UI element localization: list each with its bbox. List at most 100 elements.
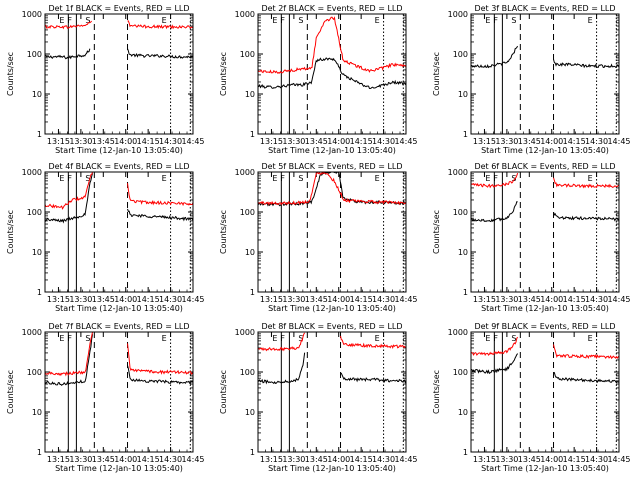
x-tick-label: 13:30 xyxy=(69,137,92,146)
event-letter: E xyxy=(59,16,64,25)
plot-frame xyxy=(470,13,620,135)
chart-panel-5: Det 5f BLACK = Events, RED = LLD Counts/s… xyxy=(219,162,418,313)
x-tick-label: 14:00 xyxy=(327,137,350,146)
event-letter: F xyxy=(493,334,498,343)
x-tick-label: 13:15 xyxy=(47,455,70,464)
x-axis-label: Start Time (12-Jan-10 13:05:40) xyxy=(481,464,609,473)
x-tick-label: 14:00 xyxy=(114,455,137,464)
x-tick-label: 13:15 xyxy=(473,455,496,464)
event-letter: S xyxy=(298,334,303,343)
series-events-line xyxy=(127,48,193,59)
series-events-line xyxy=(471,45,519,69)
y-tick-label: 100 xyxy=(240,208,255,217)
y-tick-label: 1 xyxy=(250,448,255,457)
x-axis-label: Start Time (12-Jan-10 13:05:40) xyxy=(55,464,183,473)
x-tick-label: 13:15 xyxy=(260,295,283,304)
x-tick-label: 13:30 xyxy=(69,295,92,304)
event-letter: E xyxy=(588,174,593,183)
series-events-line xyxy=(45,334,94,386)
series-events-line xyxy=(553,59,619,69)
chart-panel-8: Det 8f BLACK = Events, RED = LLD Counts/s… xyxy=(219,322,418,473)
y-tick-label: 10 xyxy=(458,248,468,257)
x-tick-label: 14:45 xyxy=(394,137,417,146)
x-tick-label: 13:30 xyxy=(282,137,305,146)
x-tick-label: 13:15 xyxy=(473,295,496,304)
chart-panel-2: Det 2f BLACK = Events, RED = LLD Counts/s… xyxy=(219,4,418,155)
y-tick-label: 10 xyxy=(245,90,255,99)
event-letter: F xyxy=(280,16,285,25)
y-tick-label: 1000 xyxy=(22,10,42,19)
x-tick-label: 14:45 xyxy=(607,455,630,464)
y-tick-label: 1000 xyxy=(448,10,468,19)
x-tick-label: 13:45 xyxy=(92,137,115,146)
x-axis-label: Start Time (12-Jan-10 13:05:40) xyxy=(268,464,396,473)
chart-title: Det 2f BLACK = Events, RED = LLD xyxy=(261,4,402,13)
series-lld-line xyxy=(45,332,94,377)
y-tick-label: 100 xyxy=(453,368,468,377)
x-axis-label: Start Time (12-Jan-10 13:05:40) xyxy=(481,304,609,313)
x-tick-label: 14:30 xyxy=(159,137,182,146)
x-axis-label: Start Time (12-Jan-10 13:05:40) xyxy=(481,146,609,155)
x-tick-label: 14:15 xyxy=(563,455,586,464)
chart-panel-9: Det 9f BLACK = Events, RED = LLD Counts/s… xyxy=(432,322,631,473)
y-tick-label: 100 xyxy=(27,208,42,217)
event-letter: E xyxy=(375,174,380,183)
event-letter: F xyxy=(493,16,498,25)
chart-title: Det 7f BLACK = Events, RED = LLD xyxy=(48,322,189,331)
y-tick-label: 10 xyxy=(32,248,42,257)
x-tick-label: 14:00 xyxy=(114,295,137,304)
event-letter: E xyxy=(588,334,593,343)
y-tick-label: 10 xyxy=(458,408,468,417)
y-tick-label: 1 xyxy=(37,448,42,457)
x-tick-label: 14:15 xyxy=(137,455,160,464)
x-tick-label: 14:00 xyxy=(540,295,563,304)
series-lld-line xyxy=(258,332,306,352)
event-letter: E xyxy=(59,174,64,183)
event-letter: E xyxy=(272,174,277,183)
x-tick-label: 13:45 xyxy=(518,137,541,146)
chart-panel-7: Det 7f BLACK = Events, RED = LLD Counts/s… xyxy=(6,322,205,473)
event-letter: F xyxy=(67,174,72,183)
y-tick-label: 100 xyxy=(240,368,255,377)
series-lld-line xyxy=(340,335,406,349)
event-letter: S xyxy=(85,174,90,183)
y-tick-label: 1000 xyxy=(448,168,468,177)
series-events-line xyxy=(45,173,94,224)
x-axis-label: Start Time (12-Jan-10 13:05:40) xyxy=(55,304,183,313)
x-tick-label: 14:30 xyxy=(585,137,608,146)
y-tick-label: 1 xyxy=(463,130,468,139)
x-tick-label: 13:30 xyxy=(282,455,305,464)
x-tick-label: 14:45 xyxy=(607,295,630,304)
event-letter: E xyxy=(272,334,277,343)
x-tick-label: 13:30 xyxy=(495,455,518,464)
x-tick-label: 13:30 xyxy=(282,295,305,304)
y-tick-label: 10 xyxy=(32,90,42,99)
x-tick-label: 13:15 xyxy=(473,137,496,146)
chart-title: Det 9f BLACK = Events, RED = LLD xyxy=(474,322,615,331)
y-tick-label: 1000 xyxy=(235,10,255,19)
y-tick-label: 1000 xyxy=(235,328,255,337)
plot-frame xyxy=(257,13,407,135)
event-letter: E xyxy=(485,174,490,183)
x-tick-label: 14:45 xyxy=(394,455,417,464)
x-tick-label: 14:15 xyxy=(563,295,586,304)
event-letter: E xyxy=(375,334,380,343)
plot-frame xyxy=(257,171,407,293)
series-events-line xyxy=(340,372,406,384)
x-tick-label: 14:30 xyxy=(585,455,608,464)
y-tick-label: 10 xyxy=(32,408,42,417)
y-axis-label: Counts/sec xyxy=(219,370,228,414)
series-events-line xyxy=(258,352,306,385)
series-lld-line xyxy=(45,20,93,30)
event-letter: E xyxy=(485,16,490,25)
series-lld-line xyxy=(127,20,193,30)
event-letter: S xyxy=(511,174,516,183)
event-letter: E xyxy=(588,16,593,25)
series-events-line xyxy=(471,201,518,223)
y-tick-label: 10 xyxy=(245,408,255,417)
event-letter: E xyxy=(375,16,380,25)
event-letter: E xyxy=(272,16,277,25)
y-axis-label: Counts/sec xyxy=(219,52,228,96)
x-tick-label: 14:45 xyxy=(181,455,204,464)
x-tick-label: 13:45 xyxy=(92,295,115,304)
